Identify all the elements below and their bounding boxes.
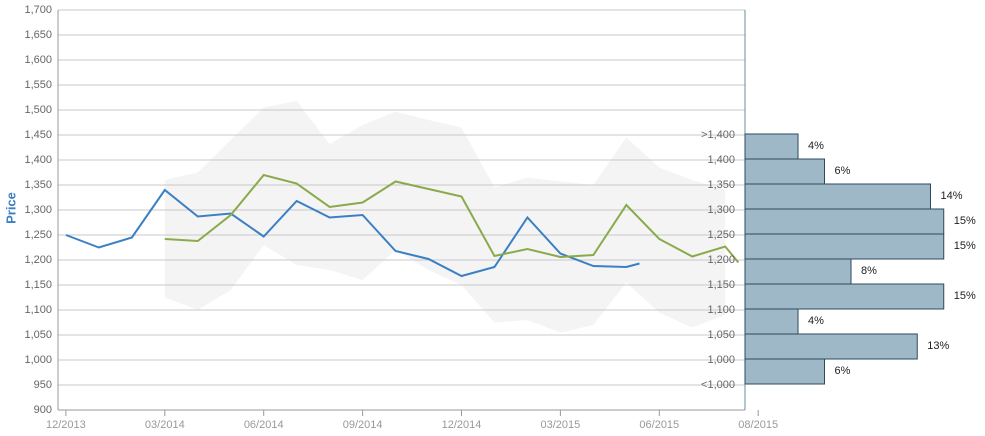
y-tick-label: 1,200 bbox=[24, 254, 52, 266]
y-tick-label: 1,700 bbox=[24, 4, 52, 16]
y-tick-label: 1,150 bbox=[24, 279, 52, 291]
hist-bar bbox=[744, 183, 931, 210]
hist-category-label: 1,200 bbox=[707, 254, 735, 266]
hist-category-label: 1,100 bbox=[707, 304, 735, 316]
hist-value-label: 6% bbox=[835, 165, 851, 177]
y-tick-label: 950 bbox=[34, 379, 52, 391]
y-tick-label: 1,450 bbox=[24, 129, 52, 141]
hist-value-label: 8% bbox=[861, 265, 877, 277]
hist-category-label: >1,400 bbox=[701, 129, 735, 141]
hist-value-label: 15% bbox=[954, 290, 976, 302]
hist-bar bbox=[744, 208, 945, 235]
hist-value-label: 4% bbox=[808, 140, 824, 152]
hist-value-label: 15% bbox=[954, 215, 976, 227]
hist-value-label: 6% bbox=[835, 365, 851, 377]
y-tick-label: 1,350 bbox=[24, 179, 52, 191]
range-band bbox=[164, 101, 726, 333]
series-line bbox=[65, 188, 640, 278]
hist-bar bbox=[744, 133, 799, 160]
hist-value-label: 4% bbox=[808, 315, 824, 327]
y-tick-label: 1,000 bbox=[24, 354, 52, 366]
hist-value-label: 13% bbox=[927, 340, 949, 352]
hist-category-label: 1,300 bbox=[707, 204, 735, 216]
y-axis-label: Price bbox=[3, 192, 18, 224]
x-tick-label: 12/2014 bbox=[442, 419, 482, 431]
x-tick-label: 06/2015 bbox=[639, 419, 679, 431]
x-tick-label: 06/2014 bbox=[244, 419, 284, 431]
hist-bar bbox=[744, 283, 945, 310]
hist-bar bbox=[744, 233, 945, 260]
hist-bar bbox=[744, 258, 852, 285]
hist-category-label: 1,150 bbox=[707, 279, 735, 291]
hist-bar bbox=[744, 308, 799, 335]
x-tick-label: 09/2014 bbox=[343, 419, 383, 431]
hist-category-label: 1,350 bbox=[707, 179, 735, 191]
y-tick-label: 1,650 bbox=[24, 29, 52, 41]
y-tick-label: 1,250 bbox=[24, 229, 52, 241]
y-tick-label: 1,050 bbox=[24, 329, 52, 341]
hist-category-label: 1,400 bbox=[707, 154, 735, 166]
hist-bar bbox=[744, 358, 825, 385]
series-line bbox=[164, 173, 740, 264]
hist-category-label: <1,000 bbox=[701, 379, 735, 391]
hist-value-label: 14% bbox=[941, 190, 963, 202]
hist-category-label: 1,050 bbox=[707, 329, 735, 341]
x-tick-label: 03/2015 bbox=[541, 419, 581, 431]
x-tick-label: 03/2014 bbox=[145, 419, 185, 431]
x-tick-label: 08/2015 bbox=[738, 419, 778, 431]
hist-bar bbox=[744, 333, 918, 360]
y-tick-label: 900 bbox=[34, 404, 52, 416]
y-tick-label: 1,600 bbox=[24, 54, 52, 66]
hist-bar bbox=[744, 158, 825, 185]
hist-category-label: 1,000 bbox=[707, 354, 735, 366]
hist-value-label: 15% bbox=[954, 240, 976, 252]
y-tick-label: 1,400 bbox=[24, 154, 52, 166]
y-tick-label: 1,500 bbox=[24, 104, 52, 116]
x-tick-label: 12/2013 bbox=[46, 419, 86, 431]
hist-category-label: 1,250 bbox=[707, 229, 735, 241]
y-tick-label: 1,100 bbox=[24, 304, 52, 316]
y-tick-label: 1,300 bbox=[24, 204, 52, 216]
y-tick-label: 1,550 bbox=[24, 79, 52, 91]
